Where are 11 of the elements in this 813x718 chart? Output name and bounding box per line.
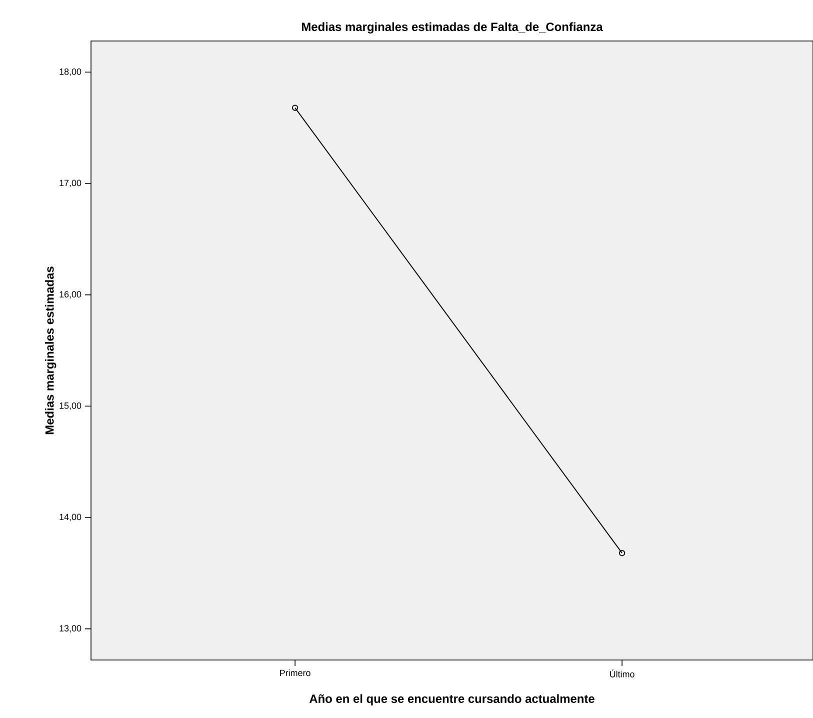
y-tick-label: 15,00 [60, 402, 82, 410]
y-axis-title: Medias marginales estimadas [45, 266, 56, 434]
chart-title: Medias marginales estimadas de Falta_de_Confianza [302, 22, 603, 34]
y-tick-label: 17,00 [60, 180, 82, 188]
x-tick-label: Primero [280, 670, 310, 676]
x-tick-label: Último [610, 670, 634, 678]
y-tick-label: 13,00 [60, 625, 82, 633]
y-tick-label: 16,00 [60, 291, 82, 299]
x-axis-title: Año en el que se encuentre cursando actualmente [309, 694, 594, 706]
y-tick-label: 14,00 [60, 514, 82, 522]
y-tick-label: 18,00 [60, 68, 82, 76]
